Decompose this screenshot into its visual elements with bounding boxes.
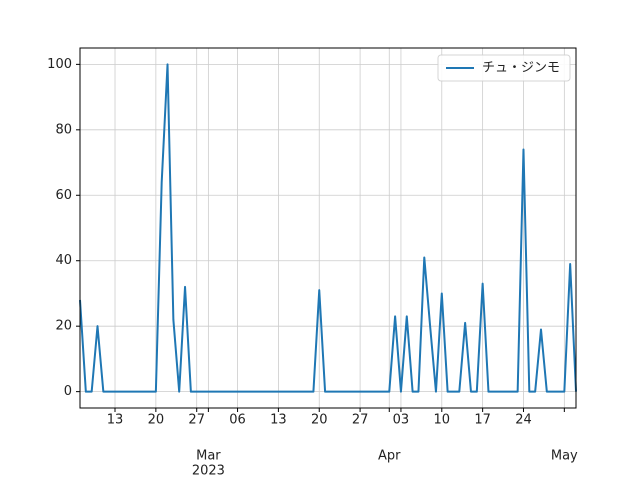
y-tick-label: 20 — [55, 319, 72, 334]
x-tick-label: 06 — [229, 413, 246, 428]
plot-frame — [79, 47, 577, 409]
x-tick-label: 24 — [515, 413, 532, 428]
x-tick-label: Mar — [196, 449, 221, 464]
y-tick-label: 0 — [64, 384, 72, 399]
y-tick-label: 100 — [47, 57, 72, 72]
y-tick-label: 60 — [55, 188, 72, 203]
x-tick-label: 03 — [393, 413, 410, 428]
x-tick-label: May — [551, 449, 578, 464]
y-tick-label: 80 — [55, 122, 72, 137]
x-tick-label: Apr — [378, 449, 401, 464]
legend-label: チュ・ジンモ — [482, 61, 560, 76]
x-tick-label: 20 — [311, 413, 328, 428]
x-tick-label: 27 — [352, 413, 369, 428]
data-line — [79, 63, 577, 393]
x-tick-label: 13 — [270, 413, 287, 428]
x-tick-label: 17 — [474, 413, 491, 428]
x-tick-label: 27 — [188, 413, 205, 428]
x-tick-label: 10 — [434, 413, 451, 428]
x-tick-label: 13 — [107, 413, 124, 428]
x-year-label: 2023 — [192, 464, 225, 479]
legend-box — [437, 54, 571, 82]
y-tick-label: 40 — [55, 253, 72, 268]
x-tick-label: 20 — [148, 413, 165, 428]
